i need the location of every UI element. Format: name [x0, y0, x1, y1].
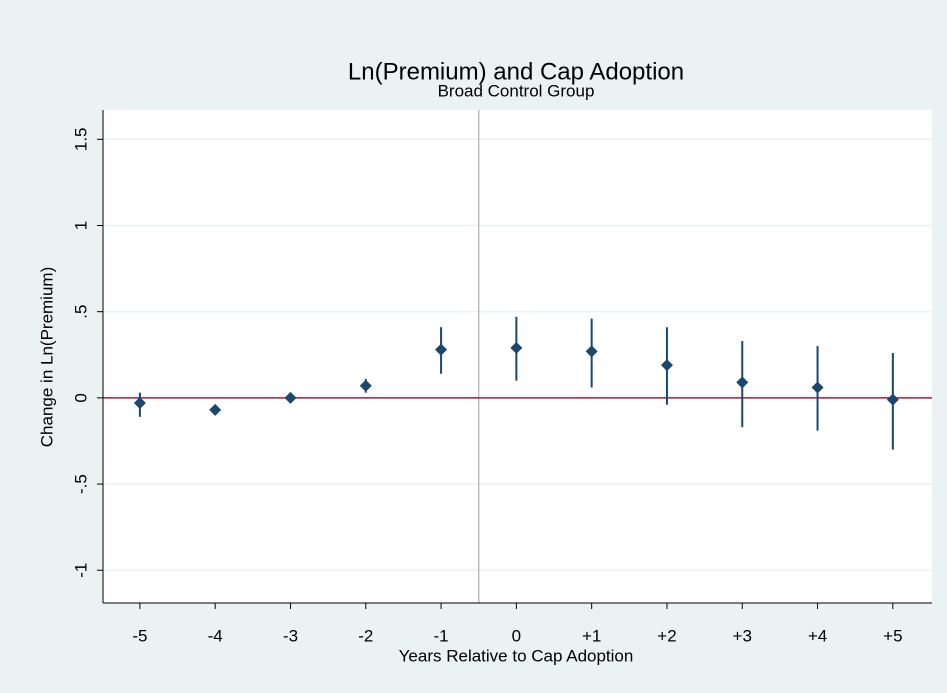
- chart-subtitle: Broad Control Group: [438, 81, 595, 100]
- point: [510, 341, 523, 354]
- y-tick-label: 1: [71, 221, 90, 230]
- point: [886, 393, 899, 406]
- point: [284, 391, 297, 404]
- x-tick-label: -2: [358, 626, 373, 645]
- plot-area: [103, 110, 932, 603]
- point: [736, 376, 749, 389]
- x-tick-label: +5: [883, 626, 902, 645]
- y-tick-label: -.5: [71, 474, 90, 494]
- x-tick-label: -3: [283, 626, 298, 645]
- point: [585, 345, 598, 358]
- y-tick-label: 1.5: [71, 127, 90, 151]
- x-tick-label: 0: [512, 626, 521, 645]
- x-tick-label: -4: [208, 626, 223, 645]
- point: [435, 343, 448, 356]
- y-tick-label: 0: [71, 393, 90, 402]
- y-tick-label: .5: [71, 305, 90, 319]
- point: [811, 381, 824, 394]
- point: [133, 397, 146, 410]
- point: [359, 379, 372, 392]
- x-tick-label: -1: [434, 626, 449, 645]
- y-tick-label: -1: [71, 563, 90, 578]
- chart-title: Ln(Premium) and Cap Adoption: [348, 58, 684, 85]
- x-tick-label: +3: [733, 626, 752, 645]
- point: [209, 403, 222, 416]
- point: [660, 359, 673, 372]
- x-tick-label: -5: [132, 626, 147, 645]
- y-axis-title: Change in Ln(Premium): [37, 267, 56, 447]
- x-tick-label: +1: [582, 626, 601, 645]
- x-axis-title: Years Relative to Cap Adoption: [399, 646, 634, 665]
- x-tick-label: +4: [808, 626, 827, 645]
- x-tick-label: +2: [657, 626, 676, 645]
